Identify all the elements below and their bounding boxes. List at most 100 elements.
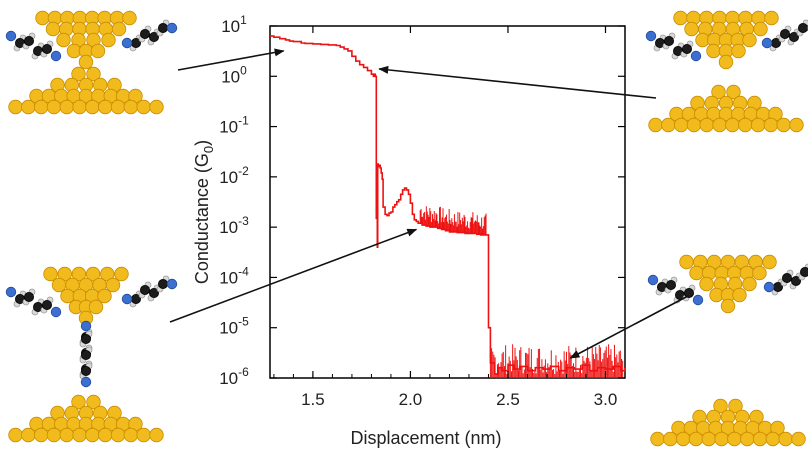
- atom: [166, 278, 178, 290]
- atom: [726, 84, 741, 100]
- atom: [85, 99, 100, 115]
- atom: [692, 294, 704, 306]
- y-tick-label: 100: [221, 63, 247, 86]
- y-tick-label: 10-2: [219, 164, 249, 187]
- atom: [648, 117, 663, 133]
- atom: [699, 276, 714, 292]
- atom: [46, 99, 62, 115]
- atom: [60, 288, 75, 304]
- atom: [788, 31, 799, 42]
- trace-noise: [419, 206, 624, 378]
- atom: [80, 376, 92, 388]
- atom: [711, 84, 726, 100]
- atom: [86, 66, 101, 82]
- atom: [764, 10, 779, 26]
- atom: [21, 427, 36, 443]
- atom: [81, 334, 92, 345]
- atom: [781, 272, 792, 283]
- atom: [720, 298, 736, 314]
- atom: [72, 427, 87, 443]
- atom: [679, 254, 694, 270]
- y-axis-label-subscript: 0: [201, 146, 216, 153]
- atom: [46, 427, 62, 443]
- atom: [699, 117, 714, 133]
- atom: [101, 32, 116, 48]
- atom: [673, 10, 688, 26]
- atom: [725, 117, 740, 133]
- atom: [81, 366, 92, 377]
- atom: [8, 427, 23, 443]
- atom: [647, 274, 659, 286]
- atom: [122, 10, 137, 26]
- y-tick-label: 10-1: [219, 114, 249, 137]
- atom: [23, 35, 34, 46]
- atom: [110, 427, 126, 443]
- atom: [121, 37, 133, 49]
- atom: [111, 21, 127, 37]
- atom: [85, 266, 101, 282]
- atom: [90, 43, 106, 59]
- atom: [701, 431, 716, 447]
- y-tick-label: 10-3: [219, 214, 249, 237]
- atom: [727, 431, 742, 447]
- x-axis-ticks: 1.5 2.0 2.5 3.0: [273, 26, 618, 409]
- atom: [779, 28, 790, 39]
- x-tick-label: 2.0: [399, 390, 423, 409]
- x-tick-label: 2.5: [496, 390, 520, 409]
- atom: [98, 99, 113, 115]
- atom: [105, 277, 121, 293]
- atom: [763, 117, 779, 133]
- atom: [148, 287, 159, 298]
- atom: [157, 22, 168, 33]
- atom: [778, 431, 793, 447]
- atom: [718, 54, 734, 70]
- annotation-arrow: [177, 48, 285, 71]
- atom: [5, 30, 17, 42]
- atom: [81, 350, 92, 361]
- atom: [712, 117, 727, 133]
- y-tick-label: 101: [221, 13, 247, 36]
- x-tick-label: 3.0: [594, 390, 618, 409]
- x-tick-label: 1.5: [301, 390, 325, 409]
- atom: [42, 44, 53, 55]
- atom: [790, 275, 801, 286]
- atom: [33, 427, 49, 443]
- atom: [645, 30, 657, 42]
- atom: [59, 99, 74, 115]
- atom: [56, 32, 71, 48]
- atom: [43, 266, 58, 282]
- atom: [706, 43, 721, 59]
- atom: [740, 431, 755, 447]
- atom: [797, 22, 808, 33]
- atom: [85, 427, 100, 443]
- atom: [661, 117, 676, 133]
- atom: [689, 265, 704, 281]
- atom: [21, 99, 36, 115]
- atom: [673, 117, 689, 133]
- atom: [139, 284, 150, 295]
- molecular-junction-bottom-right: [647, 254, 808, 447]
- atom: [690, 50, 702, 62]
- atom: [149, 99, 164, 115]
- atom: [86, 394, 101, 410]
- atom: [738, 117, 753, 133]
- annotation-arrow: [169, 228, 418, 323]
- molecular-junction-top-left: [5, 10, 178, 115]
- atom: [765, 431, 781, 447]
- annotation-arrow: [378, 65, 657, 99]
- atom: [139, 28, 150, 39]
- annotation-arrows: [169, 48, 689, 359]
- atom: [728, 398, 743, 414]
- atom: [789, 117, 804, 133]
- atom: [97, 288, 112, 304]
- atom: [752, 265, 767, 281]
- x-axis-label: Displacement (nm): [350, 428, 501, 448]
- atom: [791, 431, 806, 447]
- illustrations-layer: [5, 10, 808, 447]
- atom: [80, 320, 92, 332]
- atom: [750, 117, 766, 133]
- atom: [688, 431, 704, 447]
- atom: [88, 299, 104, 315]
- atom: [714, 431, 729, 447]
